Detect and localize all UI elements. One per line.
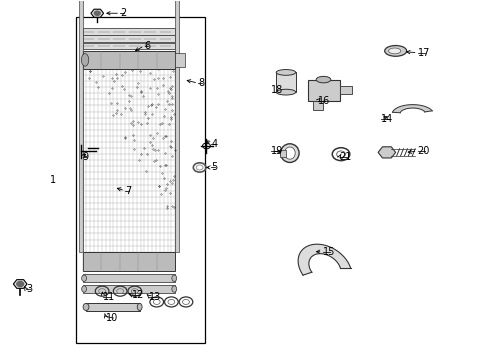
Text: 15: 15 — [322, 247, 334, 257]
Text: 17: 17 — [417, 48, 429, 58]
Text: 20: 20 — [417, 146, 429, 156]
Text: 6: 6 — [144, 41, 150, 50]
Ellipse shape — [316, 76, 330, 83]
Bar — [312, 101, 322, 110]
Text: 11: 11 — [103, 292, 115, 302]
Text: 18: 18 — [271, 85, 283, 95]
Text: 13: 13 — [149, 292, 162, 302]
Text: 12: 12 — [132, 291, 144, 301]
Polygon shape — [392, 105, 431, 113]
Text: 5: 5 — [211, 162, 217, 172]
Text: 8: 8 — [198, 78, 204, 88]
Ellipse shape — [384, 45, 406, 56]
Bar — [86, 303, 140, 311]
Bar — [307, 80, 339, 101]
Ellipse shape — [81, 275, 86, 282]
Bar — [280, 149, 285, 157]
Ellipse shape — [137, 303, 142, 310]
Circle shape — [17, 282, 23, 287]
Text: 21: 21 — [339, 152, 351, 162]
Text: 2: 2 — [120, 8, 126, 18]
Bar — [76, 17, 205, 343]
Ellipse shape — [388, 48, 400, 54]
Text: 16: 16 — [317, 96, 329, 106]
Text: 4: 4 — [211, 139, 217, 149]
Bar — [82, 42, 175, 49]
Ellipse shape — [280, 144, 299, 162]
Bar — [175, 53, 184, 67]
Ellipse shape — [171, 286, 176, 292]
Polygon shape — [298, 244, 350, 275]
Ellipse shape — [276, 89, 295, 95]
Text: 3: 3 — [26, 284, 32, 294]
Bar — [276, 72, 295, 92]
Bar — [82, 51, 175, 69]
Bar — [82, 274, 175, 282]
Bar — [82, 69, 175, 252]
Ellipse shape — [171, 275, 176, 282]
Bar — [82, 28, 175, 35]
Ellipse shape — [83, 303, 89, 310]
Bar — [175, 0, 179, 252]
Bar — [79, 0, 82, 252]
Ellipse shape — [276, 69, 295, 75]
Text: 1: 1 — [49, 175, 56, 185]
Text: 19: 19 — [271, 146, 283, 156]
Bar — [339, 86, 351, 94]
Ellipse shape — [284, 147, 295, 159]
Text: 9: 9 — [82, 152, 88, 162]
Text: 14: 14 — [380, 114, 392, 124]
Ellipse shape — [81, 286, 86, 292]
Circle shape — [94, 11, 100, 15]
Text: 7: 7 — [125, 186, 131, 196]
Text: 10: 10 — [105, 313, 118, 323]
Bar — [82, 36, 175, 42]
Ellipse shape — [81, 54, 88, 66]
Bar — [82, 285, 175, 293]
Bar — [82, 252, 175, 271]
